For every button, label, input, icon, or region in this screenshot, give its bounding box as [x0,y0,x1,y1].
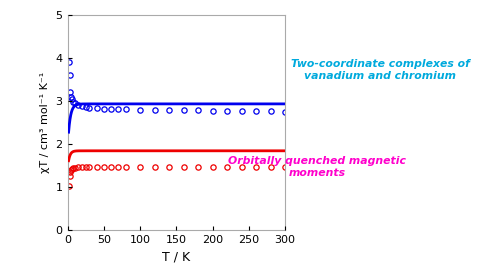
Y-axis label: χT / cm³ mol⁻¹ K⁻¹: χT / cm³ mol⁻¹ K⁻¹ [40,72,50,173]
X-axis label: T / K: T / K [162,250,190,263]
Text: Orbitally quenched magnetic
moments: Orbitally quenched magnetic moments [228,156,406,178]
Text: Two-coordinate complexes of
vanadium and chromium: Two-coordinate complexes of vanadium and… [290,59,470,81]
